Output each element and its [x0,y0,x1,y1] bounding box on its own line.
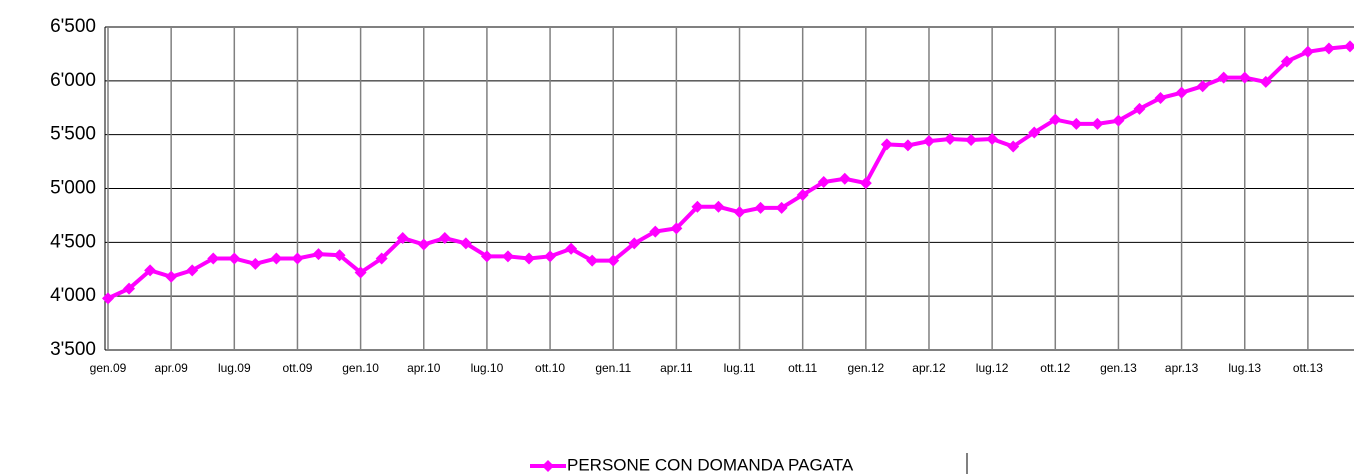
x-tick-label: apr.11 [660,361,693,375]
marker [712,200,725,213]
marker [691,200,704,213]
marker [1259,75,1272,88]
marker [733,206,746,219]
y-tick-label: 6'000 [50,70,96,91]
marker [291,252,304,265]
marker [480,250,493,263]
y-tick-label: 4'000 [50,285,96,306]
marker [1322,42,1335,55]
marker [965,134,978,147]
x-tick-label: ott.13 [1293,361,1323,375]
marker [649,225,662,238]
marker [1196,80,1209,93]
marker [670,222,683,235]
marker [544,250,557,263]
x-tick-label: lug.09 [218,361,251,375]
marker [207,252,220,265]
marker [1238,71,1251,84]
marker [1280,55,1293,68]
marker [1154,92,1167,105]
marker [586,254,599,267]
marker [1133,102,1146,115]
marker [186,264,199,277]
marker [354,266,367,279]
marker [1091,117,1104,130]
marker [986,132,999,145]
marker [312,248,325,261]
x-tick-label: lug.10 [471,361,504,375]
marker [1217,71,1230,84]
marker [838,172,851,185]
legend-label: PERSONE CON DOMANDA PAGATA [567,455,854,474]
x-tick-label: ott.09 [282,361,312,375]
x-tick-label: lug.13 [1228,361,1261,375]
x-tick-label: apr.10 [407,361,441,375]
marker [417,238,430,251]
marker [880,138,893,151]
marker [628,237,641,250]
marker [144,264,157,277]
marker [775,201,788,214]
marker [1049,113,1062,126]
marker [501,250,514,263]
x-tick-label: apr.09 [154,361,188,375]
x-tick-label: gen.11 [595,361,631,375]
x-tick-label: gen.09 [90,361,127,375]
marker [333,249,346,262]
marker [123,282,136,295]
marker [523,252,536,265]
marker [459,237,472,250]
x-tick-label: apr.12 [912,361,946,375]
marker [438,232,451,245]
marker [375,252,388,265]
marker [270,252,283,265]
y-tick-label: 5'000 [50,178,96,199]
marker [901,139,914,152]
marker [565,242,578,255]
x-tick-label: gen.13 [1100,361,1137,375]
x-tick-label: gen.10 [342,361,379,375]
marker [607,254,620,267]
marker [249,257,262,270]
marker [1028,126,1041,139]
marker [944,132,957,145]
y-tick-label: 3'500 [50,339,96,360]
x-tick-label: ott.12 [1040,361,1070,375]
marker [1070,117,1083,130]
x-tick-label: ott.10 [535,361,565,375]
y-tick-label: 4'500 [50,231,96,252]
marker [1344,40,1354,53]
marker [1175,86,1188,99]
marker [754,201,767,214]
marker [1007,140,1020,153]
x-tick-label: lug.12 [976,361,1009,375]
marker [817,176,830,189]
marker [859,177,872,190]
marker [796,188,809,201]
y-tick-label: 5'500 [50,124,96,145]
marker [922,135,935,148]
y-tick-label: 6'500 [50,16,96,37]
marker [1112,114,1125,127]
x-tick-label: apr.13 [1165,361,1199,375]
marker [1301,45,1314,58]
marker [165,270,178,283]
legend-marker [542,460,554,472]
marker [228,252,241,265]
x-tick-label: ott.11 [788,361,817,375]
x-tick-label: gen.12 [847,361,884,375]
x-tick-label: lug.11 [724,361,756,375]
marker [396,232,409,245]
marker [102,292,114,305]
